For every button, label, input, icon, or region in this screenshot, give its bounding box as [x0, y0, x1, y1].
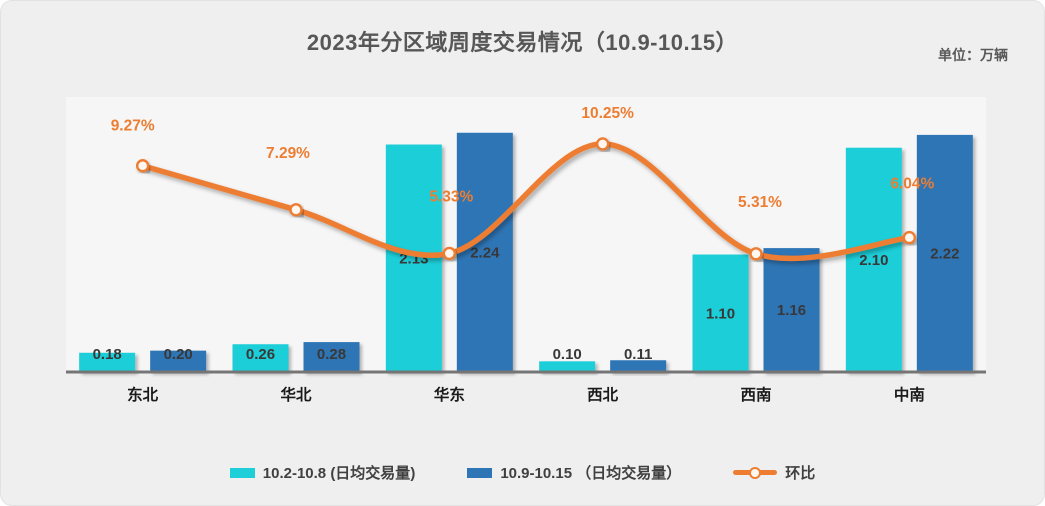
bar-series2-西南: [763, 248, 820, 372]
bar-series2-西北: [610, 360, 667, 372]
legend-swatch-week2-icon: [467, 467, 493, 478]
value-label-series2-东北: 0.20: [164, 346, 193, 363]
ratio-marker-华北: [289, 203, 303, 217]
bar-series1-华东: [385, 144, 442, 372]
legend-line-marker-icon: [733, 466, 778, 479]
bar-series2-华东: [456, 132, 513, 372]
legend-swatch-week1-icon: [229, 467, 255, 478]
ratio-marker-中南: [902, 230, 917, 245]
value-label-series1-中南: 2.10: [859, 252, 888, 269]
pct-label-华北: 7.29%: [266, 145, 310, 162]
pct-label-华东: 5.33%: [429, 188, 473, 205]
legend-label-week2: 10.9-10.15 （日均交易量）: [500, 465, 682, 482]
chart-title: 2023年分区域周度交易情况（10.9-10.15）: [306, 30, 739, 55]
category-label-西北: 西北: [587, 386, 619, 404]
bar-series1-东北: [79, 352, 136, 372]
unit-label: 单位：万辆: [938, 47, 1008, 63]
pct-label-西南: 5.31%: [738, 194, 782, 211]
legend-label-week1: 10.2-10.8 (日均交易量): [262, 465, 416, 482]
value-label-series2-西南: 1.16: [777, 302, 806, 319]
bar-series2-中南: [916, 134, 973, 372]
value-label-series2-西北: 0.11: [624, 346, 652, 363]
ratio-marker-华东: [442, 246, 457, 261]
pct-label-西北: 10.25%: [581, 105, 634, 122]
legend-label-ratio: 环比: [785, 465, 816, 482]
value-label-series2-华北: 0.28: [317, 346, 346, 363]
plot-area: [66, 97, 986, 372]
legend-item-week1[interactable]: 10.2-10.8 (日均交易量): [229, 462, 416, 483]
pct-label-中南: 6.04%: [890, 176, 934, 193]
legend-item-week2[interactable]: 10.9-10.15 （日均交易量）: [467, 462, 681, 483]
category-label-西南: 西南: [740, 385, 771, 404]
bar-series2-东北: [150, 350, 207, 372]
bar-series1-中南: [845, 147, 902, 372]
ratio-marker-西南: [749, 247, 763, 261]
value-label-series1-西北: 0.10: [553, 346, 582, 363]
bar-series1-西北: [539, 361, 596, 372]
ratio-marker-西北: [595, 137, 610, 151]
value-label-series2-华东: 2.24: [470, 244, 500, 261]
ratio-line: [139, 141, 913, 262]
bar-series2-华北: [303, 342, 360, 372]
category-label-华东: 华东: [434, 385, 465, 404]
value-label-series2-中南: 2.22: [930, 245, 959, 262]
pct-label-东北: 9.27%: [111, 118, 155, 135]
legend: 10.2-10.8 (日均交易量) 10.9-10.15 （日均交易量） 环比: [1, 462, 1044, 483]
legend-dot-icon: [749, 466, 762, 479]
value-label-series1-华东: 2.13: [399, 250, 428, 267]
ratio-marker-东北: [135, 159, 150, 173]
bar-series1-西南: [692, 254, 749, 372]
category-label-东北: 东北: [127, 385, 159, 404]
category-label-中南: 中南: [894, 385, 925, 404]
legend-item-ratio[interactable]: 环比: [733, 462, 815, 483]
category-label-华北: 华北: [280, 385, 312, 404]
bar-series1-华北: [232, 344, 289, 372]
value-label-series1-西南: 1.10: [706, 305, 735, 322]
value-label-series1-华北: 0.26: [246, 346, 275, 363]
value-label-series1-东北: 0.18: [93, 346, 122, 363]
